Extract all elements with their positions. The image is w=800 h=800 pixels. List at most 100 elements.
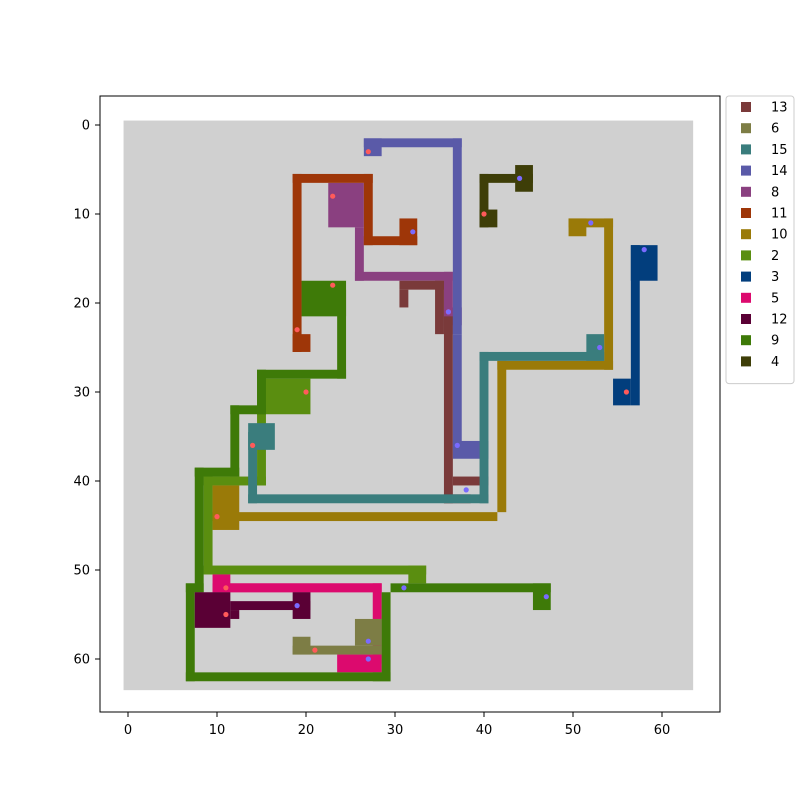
route-segment-6: [292, 636, 311, 655]
route-segment-15: [248, 432, 258, 504]
route-segment-10: [497, 360, 614, 370]
route-segment-11: [363, 173, 373, 246]
endpoint-3-1: [641, 247, 647, 253]
legend-label: 6: [771, 122, 779, 137]
endpoint-8-1: [445, 309, 451, 315]
legend-entry-2: 2: [741, 249, 779, 264]
route-segment-10: [212, 512, 498, 522]
endpoint-12-0: [223, 611, 229, 618]
route-segment-15: [586, 334, 605, 361]
legend-entry-13: 13: [741, 101, 788, 116]
x-tick-label: 10: [209, 723, 226, 738]
route-segment-12: [194, 592, 231, 628]
route-segment-8: [443, 271, 453, 335]
legend-label: 2: [771, 249, 779, 264]
endpoint-15-0: [250, 442, 256, 448]
route-segment-5: [337, 654, 382, 673]
legend-swatch: [741, 165, 751, 176]
route-segment-12: [230, 610, 240, 619]
route-segment-12: [230, 601, 311, 611]
route-segment-2: [203, 565, 427, 575]
endpoint-2-1: [401, 585, 407, 591]
legend-swatch: [741, 356, 751, 367]
route-12: [194, 592, 311, 628]
route-segment-9: [194, 467, 240, 477]
route-segment-2: [203, 476, 266, 486]
legend-label: 9: [771, 334, 779, 349]
route-segment-2: [203, 476, 213, 575]
route-segment-5: [230, 583, 382, 593]
x-tick-label: 50: [565, 723, 582, 738]
y-tick-label: 10: [73, 208, 90, 223]
endpoint-5-0: [223, 585, 229, 591]
x-tick-label: 0: [124, 723, 132, 738]
legend-label: 4: [771, 355, 779, 370]
x-tick-label: 20: [298, 723, 315, 738]
endpoint-2-0: [303, 389, 309, 395]
legend-label: 10: [771, 228, 788, 243]
endpoint-15-1: [597, 344, 603, 351]
route-segment-10: [568, 218, 587, 237]
route-segment-13: [399, 280, 444, 290]
legend-entry-15: 15: [741, 143, 788, 158]
route-segment-4: [479, 173, 489, 228]
route-segment-15: [248, 494, 489, 504]
legend-swatch: [741, 335, 751, 346]
endpoint-9-1: [543, 594, 549, 600]
route-segment-9: [257, 369, 347, 379]
legend-entry-9: 9: [741, 334, 779, 349]
route-15: [248, 334, 605, 504]
route-segment-11: [363, 236, 418, 246]
y-tick-label: 40: [73, 475, 90, 490]
endpoint-10-1: [588, 220, 594, 226]
endpoint-4-0: [481, 211, 487, 217]
route-segment-10: [604, 218, 614, 370]
route-segment-9: [390, 583, 551, 593]
legend-entry-10: 10: [741, 228, 788, 243]
legend-swatch: [741, 144, 751, 155]
legend-swatch: [741, 292, 751, 303]
y-tick-label: 30: [73, 386, 90, 401]
legend-swatch: [741, 186, 751, 197]
legend-swatch: [741, 102, 751, 112]
route-segment-8: [354, 227, 364, 281]
endpoint-11-1: [410, 229, 416, 235]
legend-entry-3: 3: [741, 270, 779, 285]
route-segment-12: [292, 592, 311, 619]
route-segment-15: [479, 351, 605, 361]
legend-swatch: [741, 250, 751, 261]
route-segment-9: [337, 289, 347, 379]
route-segment-8: [354, 271, 453, 281]
legend-entry-14: 14: [741, 164, 788, 179]
route-segment-9: [372, 672, 391, 682]
endpoint-10-0: [214, 514, 220, 520]
route-segment-9: [185, 672, 382, 682]
route-segment-11: [292, 173, 373, 183]
route-segment-6: [292, 645, 382, 655]
legend-entry-8: 8: [741, 185, 779, 200]
legend-swatch: [741, 229, 751, 240]
endpoint-12-1: [294, 603, 300, 609]
route-segment-13: [443, 316, 453, 504]
y-tick-label: 50: [73, 564, 90, 579]
legend-entry-12: 12: [741, 313, 788, 328]
route-segment-9: [230, 405, 240, 477]
route-segment-9: [532, 583, 551, 611]
legend-label: 11: [771, 207, 788, 222]
route-segment-14: [452, 138, 462, 335]
route-segment-9: [301, 280, 347, 317]
route-segment-13: [452, 476, 489, 486]
endpoint-14-1: [454, 442, 460, 448]
route-9: [185, 280, 551, 682]
endpoint-3-0: [623, 389, 630, 395]
route-segment-14: [452, 334, 462, 450]
legend-label: 3: [771, 270, 779, 285]
legend-swatch: [741, 271, 751, 282]
legend-entry-5: 5: [741, 291, 779, 306]
endpoint-11-0: [294, 327, 300, 333]
route-segment-3: [630, 245, 640, 406]
x-tick-label: 30: [387, 723, 404, 738]
y-tick-label: 60: [73, 653, 90, 668]
route-segment-2: [408, 565, 427, 584]
